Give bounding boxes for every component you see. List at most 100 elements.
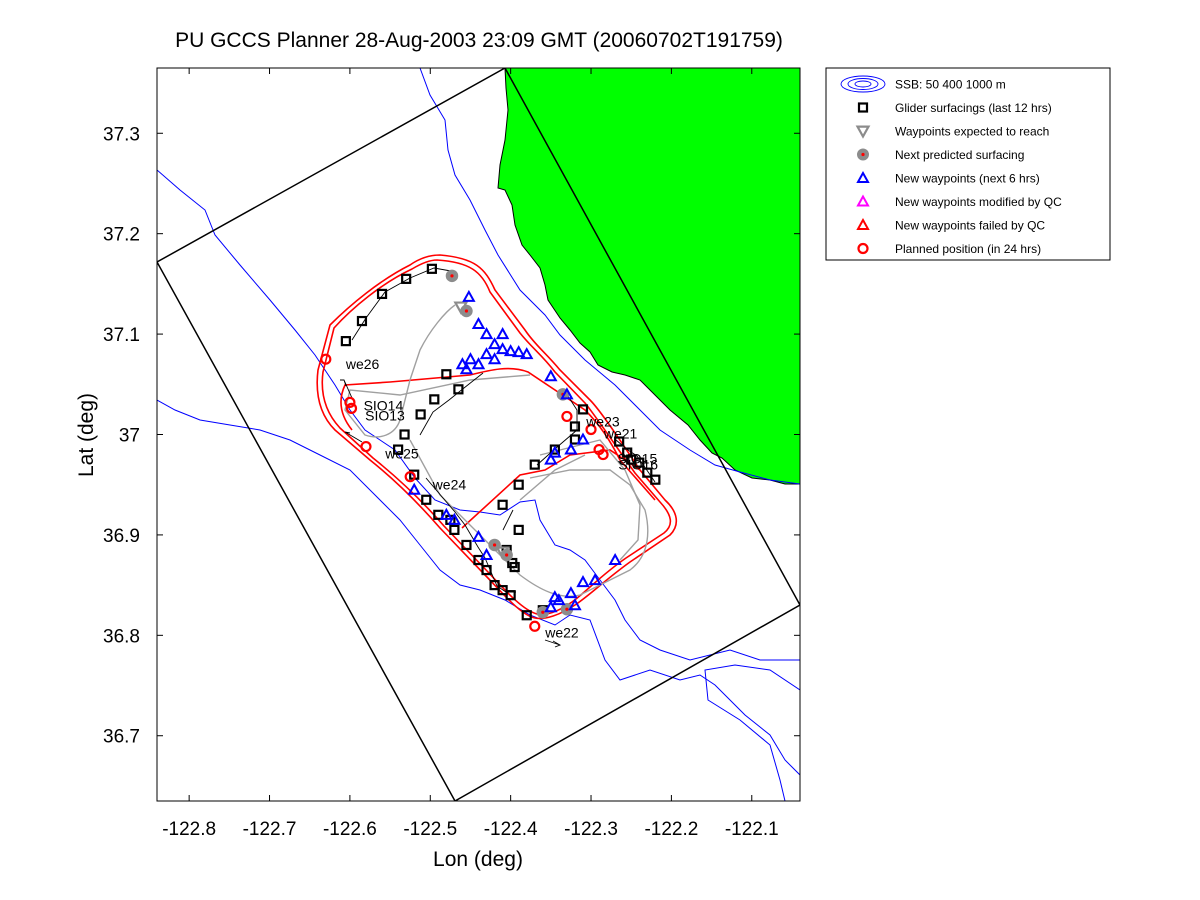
glider-surfacing-marker [569, 421, 581, 432]
glider-surfacing-marker [505, 590, 516, 601]
glider-label: we25 [384, 446, 419, 462]
x-axis-label: Lon (deg) [433, 848, 523, 871]
glider-label: we22 [544, 624, 579, 640]
legend-circle-icon [857, 242, 869, 255]
legend-item-label: SSB: 50 400 1000 m [895, 78, 1006, 92]
glider-surfacing-marker [429, 394, 440, 405]
legend-box [825, 67, 1111, 261]
new-waypoint-marker [479, 547, 494, 560]
glider-path-black [351, 267, 656, 593]
x-tick-label: -122.2 [644, 819, 698, 840]
glider-surfacing-marker [453, 384, 464, 395]
y-tick-label: 36.7 [103, 727, 140, 748]
planned-route-red [316, 254, 678, 620]
new-waypoint-marker [479, 327, 494, 340]
next-surfacing-center [492, 543, 497, 547]
new-waypoint-marker [407, 482, 421, 495]
glider-surfacing-marker [513, 479, 524, 490]
glider-surfacing-marker [513, 524, 524, 535]
new-waypoint-marker [495, 342, 510, 355]
new-waypoint-marker [564, 586, 578, 599]
glider-surfacing-marker [642, 467, 653, 478]
planned-position-marker [585, 423, 597, 436]
new-waypoint-marker [462, 289, 476, 302]
new-waypoint-marker [576, 575, 590, 588]
legend-item-label: New waypoints (next 6 hrs) [895, 172, 1040, 186]
legend-item-label: Waypoints expected to reach [895, 125, 1049, 139]
sampling-boundary [157, 68, 800, 801]
new-waypoint-marker [576, 432, 590, 445]
new-waypoint-marker [495, 327, 510, 340]
planned-position-marker [404, 471, 416, 483]
new-waypoint-marker [487, 337, 502, 350]
new-waypoint-marker [463, 352, 478, 365]
glider-surfacing-marker [614, 436, 625, 447]
new-waypoint-marker [503, 344, 518, 357]
glider-surfacing-marker [529, 459, 540, 470]
glider-label: we24 [432, 477, 467, 493]
planned-position-marker [597, 448, 609, 461]
next-surfacing-center [565, 607, 569, 611]
legend-ssb-icon [847, 78, 879, 90]
x-tick-label: -122.1 [725, 819, 779, 840]
new-waypoint-marker [471, 529, 486, 542]
planned-position-marker [320, 353, 332, 365]
glider-surfacing-marker [461, 539, 472, 551]
new-waypoint-marker [560, 387, 574, 400]
glider-surfacing-marker [421, 494, 432, 505]
glider-label: we26 [345, 356, 380, 372]
legend-square-icon [857, 102, 869, 113]
planned-position-marker [344, 396, 356, 408]
new-waypoint-marker [471, 316, 486, 330]
glider-surfacing-marker [393, 444, 404, 455]
map-layers [157, 68, 800, 801]
y-tick-label: 37 [119, 426, 140, 447]
next-surfacing-center [541, 610, 545, 614]
glider-track-grey-2 [519, 439, 641, 561]
glider-surfacing-marker [497, 499, 508, 510]
new-waypoint-marker [608, 552, 622, 566]
y-tick-label: 37.3 [103, 124, 140, 145]
glider-surfacing-marker [376, 288, 388, 300]
planned-route-red-2 [321, 259, 672, 616]
planned-route-red-inner [340, 367, 656, 529]
glider-surfacing-marker [401, 273, 412, 284]
new-waypoint-marker [548, 590, 562, 603]
legend-triangle-down-icon [855, 125, 871, 139]
glider-surfacing-marker [433, 509, 444, 520]
legend-ssb-icon [854, 80, 872, 88]
new-waypoint-marker [455, 357, 470, 370]
legend-item-label: Next predicted surfacing [895, 148, 1024, 162]
planned-position-marker [529, 620, 541, 632]
glider-surfacing-marker [473, 554, 484, 566]
figure-title: PU GCCS Planner 28-Aug-2003 23:09 GMT (2… [175, 29, 783, 52]
new-waypoint-marker [544, 600, 558, 613]
next-surfacing-center [450, 274, 454, 278]
new-waypoint-marker [588, 573, 602, 586]
legend-item-label: Glider surfacings (last 12 hrs) [895, 101, 1052, 115]
glider-surfacing-marker [340, 336, 351, 347]
bathymetry-contour-deep [704, 664, 800, 801]
bathymetry-contour-400m [157, 169, 800, 661]
y-tick-label: 36.8 [103, 626, 140, 647]
new-waypoint-marker [520, 347, 534, 360]
glider-label: SIO13 [365, 407, 405, 423]
new-waypoint-marker [568, 598, 582, 611]
legend-item-label: Planned position (in 24 hrs) [895, 242, 1041, 256]
next-surfacing-center [464, 309, 469, 313]
glider-surfacing-marker [481, 564, 492, 576]
x-tick-label: -122.4 [484, 819, 538, 840]
glider-surfacing-marker [399, 429, 410, 440]
glider-label: we21 [603, 426, 638, 442]
glider-label: we23 [585, 413, 620, 429]
new-waypoint-marker [544, 369, 558, 382]
new-waypoint-marker [511, 345, 526, 358]
glider-label: SIO16 [618, 457, 658, 473]
new-waypoint-marker [548, 445, 562, 458]
x-tick-label: -122.6 [323, 819, 377, 840]
x-tick-label: -122.5 [403, 819, 457, 840]
glider-surfacing-marker [415, 409, 426, 420]
legend-triangle-up-icon [856, 217, 870, 230]
new-waypoint-marker [479, 347, 494, 360]
legend-dot-center-icon [861, 152, 865, 157]
